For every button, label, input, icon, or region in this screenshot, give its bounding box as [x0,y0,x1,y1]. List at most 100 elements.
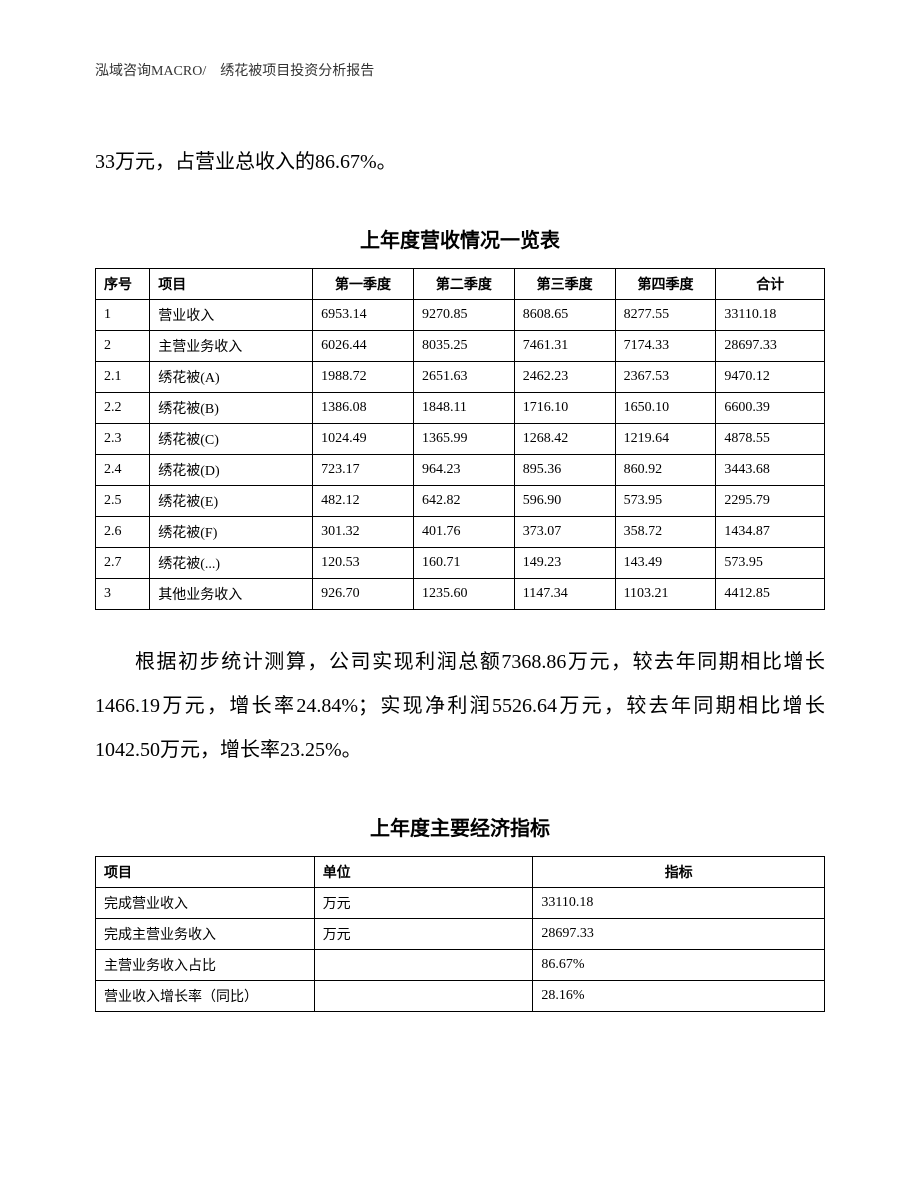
table-row: 主营业务收入占比86.67% [96,950,825,981]
intro-paragraph: 33万元，占营业总收入的86.67%。 [95,140,825,184]
table-cell: 万元 [314,888,533,919]
table-cell: 6953.14 [313,300,414,331]
table-cell: 主营业务收入占比 [96,950,315,981]
col-total: 合计 [716,269,825,300]
table-cell: 1365.99 [413,424,514,455]
table-cell: 1650.10 [615,393,716,424]
table-cell: 1235.60 [413,579,514,610]
table-cell: 绣花被(...) [150,548,313,579]
col-item: 项目 [150,269,313,300]
table-cell: 8277.55 [615,300,716,331]
col-q2: 第二季度 [413,269,514,300]
table-cell: 143.49 [615,548,716,579]
table-row: 2.4绣花被(D)723.17964.23895.36860.923443.68 [96,455,825,486]
table-row: 2.2绣花被(B)1386.081848.111716.101650.10660… [96,393,825,424]
table-cell: 1219.64 [615,424,716,455]
table-cell: 120.53 [313,548,414,579]
table-cell: 9270.85 [413,300,514,331]
table-cell: 绣花被(A) [150,362,313,393]
table-cell: 373.07 [514,517,615,548]
table-cell: 1988.72 [313,362,414,393]
table-cell: 895.36 [514,455,615,486]
table-cell: 9470.12 [716,362,825,393]
table-cell: 28697.33 [533,919,825,950]
table-cell: 160.71 [413,548,514,579]
table-cell [314,950,533,981]
table-cell: 2367.53 [615,362,716,393]
table-cell: 完成营业收入 [96,888,315,919]
table-cell: 1103.21 [615,579,716,610]
table-cell: 1 [96,300,150,331]
table-row: 2主营业务收入6026.448035.257461.317174.3328697… [96,331,825,362]
table-cell: 2.2 [96,393,150,424]
col-q4: 第四季度 [615,269,716,300]
table-cell: 8608.65 [514,300,615,331]
table-row: 2.3绣花被(C)1024.491365.991268.421219.64487… [96,424,825,455]
table-row: 2.5绣花被(E)482.12642.82596.90573.952295.79 [96,486,825,517]
table-cell: 2.5 [96,486,150,517]
table-cell: 3443.68 [716,455,825,486]
table-cell: 2 [96,331,150,362]
table-cell: 营业收入 [150,300,313,331]
table-cell: 完成主营业务收入 [96,919,315,950]
table-row: 完成主营业务收入万元28697.33 [96,919,825,950]
table-row: 营业收入增长率（同比） 28.16% [96,981,825,1012]
table-header-row: 项目 单位 指标 [96,857,825,888]
table-cell: 964.23 [413,455,514,486]
table-cell: 28697.33 [716,331,825,362]
table-cell: 3 [96,579,150,610]
table-cell: 1716.10 [514,393,615,424]
table-cell: 28.16% [533,981,825,1012]
table-cell: 301.32 [313,517,414,548]
col-value: 指标 [533,857,825,888]
table-cell: 926.70 [313,579,414,610]
table-row: 2.6绣花被(F)301.32401.76373.07358.721434.87 [96,517,825,548]
table-cell: 2.4 [96,455,150,486]
table-row: 1营业收入6953.149270.858608.658277.5533110.1… [96,300,825,331]
table-cell: 营业收入增长率（同比） [96,981,315,1012]
col-q1: 第一季度 [313,269,414,300]
middle-paragraph: 根据初步统计测算，公司实现利润总额7368.86万元，较去年同期相比增长1466… [95,640,825,772]
table-cell: 33110.18 [533,888,825,919]
col-q3: 第三季度 [514,269,615,300]
table-cell: 4412.85 [716,579,825,610]
table-cell: 2.1 [96,362,150,393]
table-cell: 万元 [314,919,533,950]
table-cell: 绣花被(D) [150,455,313,486]
col-project: 项目 [96,857,315,888]
table-cell: 1268.42 [514,424,615,455]
table-cell: 绣花被(B) [150,393,313,424]
table-cell: 2462.23 [514,362,615,393]
table-cell: 2.6 [96,517,150,548]
table-cell: 其他业务收入 [150,579,313,610]
col-unit: 单位 [314,857,533,888]
table-cell: 7461.31 [514,331,615,362]
table-cell: 1386.08 [313,393,414,424]
table-cell: 596.90 [514,486,615,517]
table-cell: 642.82 [413,486,514,517]
table-row: 2.1绣花被(A)1988.722651.632462.232367.53947… [96,362,825,393]
table-cell: 绣花被(E) [150,486,313,517]
table-cell: 2.7 [96,548,150,579]
table-cell: 860.92 [615,455,716,486]
table-cell: 2295.79 [716,486,825,517]
table-row: 3其他业务收入926.701235.601147.341103.214412.8… [96,579,825,610]
col-seq: 序号 [96,269,150,300]
table-cell: 573.95 [716,548,825,579]
table-cell: 2651.63 [413,362,514,393]
table-cell: 33110.18 [716,300,825,331]
table-row: 完成营业收入万元33110.18 [96,888,825,919]
table-cell: 723.17 [313,455,414,486]
table-cell: 2.3 [96,424,150,455]
revenue-table: 序号 项目 第一季度 第二季度 第三季度 第四季度 合计 1营业收入6953.1… [95,268,825,610]
table-cell [314,981,533,1012]
table-row: 2.7绣花被(...)120.53160.71149.23143.49573.9… [96,548,825,579]
table-cell: 401.76 [413,517,514,548]
indicator-table: 项目 单位 指标 完成营业收入万元33110.18完成主营业务收入万元28697… [95,856,825,1012]
table-cell: 573.95 [615,486,716,517]
table-cell: 主营业务收入 [150,331,313,362]
page-header: 泓域咨询MACRO/ 绣花被项目投资分析报告 [95,60,825,80]
table-cell: 绣花被(C) [150,424,313,455]
table-cell: 1848.11 [413,393,514,424]
table2-title: 上年度主要经济指标 [95,812,825,841]
